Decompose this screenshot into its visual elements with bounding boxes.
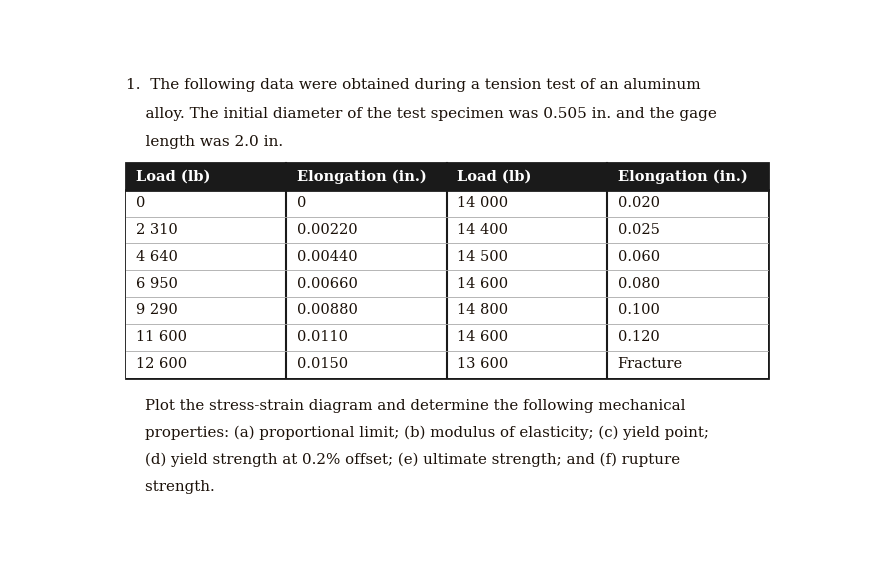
Text: 14 000: 14 000 xyxy=(457,196,508,210)
Text: Load (lb): Load (lb) xyxy=(457,169,531,184)
Text: 14 400: 14 400 xyxy=(457,223,508,237)
Bar xyxy=(126,270,768,297)
Text: 0.00220: 0.00220 xyxy=(296,223,358,237)
Text: 0.00660: 0.00660 xyxy=(296,276,358,291)
Text: 0.120: 0.120 xyxy=(617,330,659,345)
Text: 6 950: 6 950 xyxy=(136,276,178,291)
Text: Elongation (in.): Elongation (in.) xyxy=(296,169,426,184)
Text: 0: 0 xyxy=(136,196,146,210)
Bar xyxy=(126,163,768,190)
Text: Elongation (in.): Elongation (in.) xyxy=(617,169,747,184)
Text: 13 600: 13 600 xyxy=(457,357,508,371)
Text: properties: (a) proportional limit; (b) modulus of elasticity; (c) yield point;: properties: (a) proportional limit; (b) … xyxy=(126,426,709,440)
Text: (d) yield strength at 0.2% offset; (e) ultimate strength; and (f) rupture: (d) yield strength at 0.2% offset; (e) u… xyxy=(126,453,680,467)
Text: Fracture: Fracture xyxy=(617,357,683,371)
Text: Load (lb): Load (lb) xyxy=(136,169,210,184)
Text: 14 800: 14 800 xyxy=(457,303,508,318)
Text: 14 600: 14 600 xyxy=(457,330,508,345)
Text: 0.080: 0.080 xyxy=(617,276,659,291)
Text: 0.020: 0.020 xyxy=(617,196,659,210)
Text: 14 500: 14 500 xyxy=(457,250,508,264)
Text: Plot the stress-strain diagram and determine the following mechanical: Plot the stress-strain diagram and deter… xyxy=(126,399,685,413)
Text: 12 600: 12 600 xyxy=(136,357,187,371)
Bar xyxy=(126,190,768,217)
Text: 1.  The following data were obtained during a tension test of an aluminum: 1. The following data were obtained duri… xyxy=(126,78,700,92)
Bar xyxy=(126,217,768,243)
Text: 9 290: 9 290 xyxy=(136,303,178,318)
Text: 0.00440: 0.00440 xyxy=(296,250,358,264)
Text: alloy. The initial diameter of the test specimen was 0.505 in. and the gage: alloy. The initial diameter of the test … xyxy=(126,106,717,120)
Text: strength.: strength. xyxy=(126,480,215,494)
Text: 0.0150: 0.0150 xyxy=(296,357,348,371)
Text: 0.100: 0.100 xyxy=(617,303,659,318)
Text: 2 310: 2 310 xyxy=(136,223,178,237)
Text: 0: 0 xyxy=(296,196,306,210)
Bar xyxy=(126,297,768,324)
Text: length was 2.0 in.: length was 2.0 in. xyxy=(126,135,283,149)
Text: 0.060: 0.060 xyxy=(617,250,659,264)
Text: 0.0110: 0.0110 xyxy=(296,330,348,345)
Text: 11 600: 11 600 xyxy=(136,330,187,345)
Text: 14 600: 14 600 xyxy=(457,276,508,291)
Bar xyxy=(126,351,768,378)
Bar xyxy=(126,243,768,270)
Text: 0.00880: 0.00880 xyxy=(296,303,358,318)
Text: 0.025: 0.025 xyxy=(617,223,659,237)
Bar xyxy=(126,324,768,351)
Text: 4 640: 4 640 xyxy=(136,250,178,264)
